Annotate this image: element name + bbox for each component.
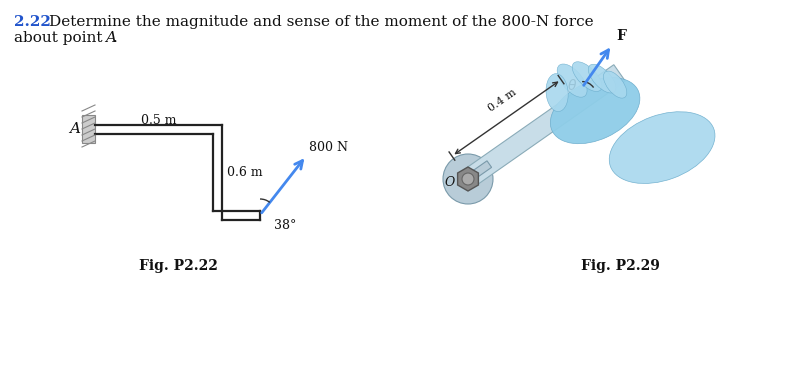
Text: 800 N: 800 N <box>309 141 349 154</box>
Circle shape <box>443 154 493 204</box>
Text: A: A <box>69 122 80 136</box>
Text: .: . <box>113 31 118 45</box>
Text: Fig. P2.22: Fig. P2.22 <box>138 259 217 273</box>
Circle shape <box>462 173 474 185</box>
Ellipse shape <box>557 64 587 97</box>
Ellipse shape <box>609 112 715 184</box>
Text: Determine the magnitude and sense of the moment of the 800-N force: Determine the magnitude and sense of the… <box>49 15 593 29</box>
Ellipse shape <box>546 74 568 112</box>
Polygon shape <box>462 65 625 187</box>
Ellipse shape <box>572 62 602 92</box>
Polygon shape <box>473 161 492 178</box>
Text: Fig. P2.29: Fig. P2.29 <box>580 259 659 273</box>
Ellipse shape <box>551 78 640 144</box>
Text: F: F <box>616 29 625 43</box>
Text: A: A <box>105 31 116 45</box>
Ellipse shape <box>588 64 616 93</box>
Polygon shape <box>457 167 478 191</box>
Ellipse shape <box>604 71 627 98</box>
Text: $\theta$: $\theta$ <box>567 78 577 93</box>
Text: 0.4 m: 0.4 m <box>486 87 518 114</box>
Text: 2.22: 2.22 <box>14 15 51 29</box>
Text: O: O <box>445 176 455 188</box>
Text: 0.6 m: 0.6 m <box>227 166 262 178</box>
Text: 0.5 m: 0.5 m <box>141 115 176 127</box>
Polygon shape <box>459 170 478 187</box>
Text: about point: about point <box>14 31 107 45</box>
Text: 38°: 38° <box>274 219 296 232</box>
Bar <box>82 115 95 143</box>
